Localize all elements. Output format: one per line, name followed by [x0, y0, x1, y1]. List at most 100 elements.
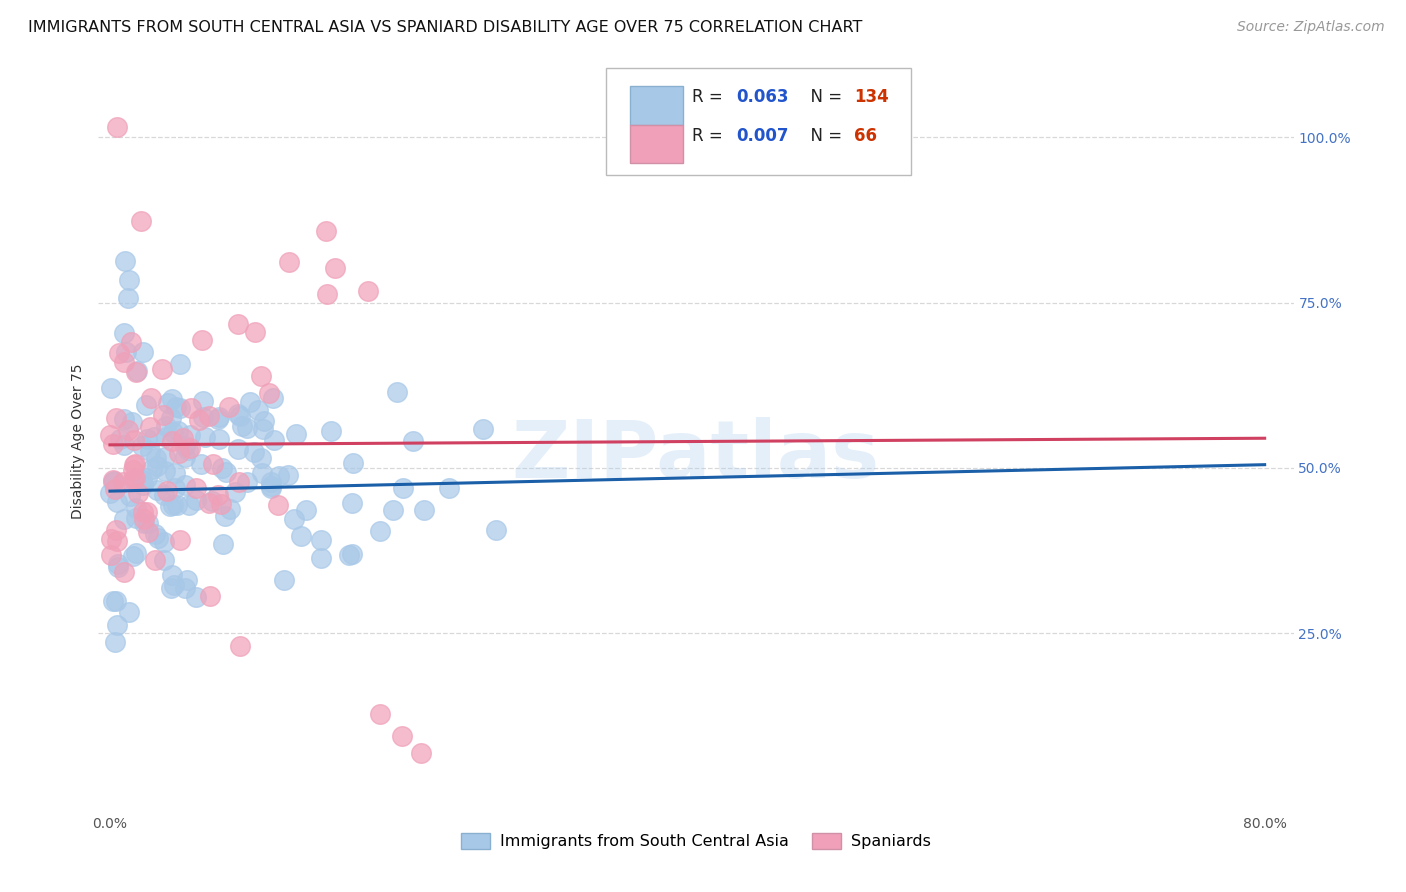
Point — [115, 345, 138, 359]
Point — [391, 729, 413, 743]
Point — [257, 385, 280, 400]
FancyBboxPatch shape — [630, 125, 683, 163]
Point — [125, 510, 148, 524]
Point — [153, 488, 176, 502]
Point — [253, 414, 276, 428]
Point — [177, 443, 200, 458]
Point — [103, 594, 125, 608]
Point — [120, 334, 142, 349]
Point — [139, 420, 162, 434]
Point — [105, 495, 128, 509]
Point — [160, 581, 183, 595]
Point — [267, 498, 290, 512]
Point — [269, 468, 291, 483]
Point — [187, 413, 209, 427]
Point — [191, 333, 214, 347]
Text: 66: 66 — [853, 127, 877, 145]
Point — [143, 526, 166, 541]
Point — [100, 532, 122, 546]
Point — [315, 224, 337, 238]
Point — [142, 430, 165, 444]
Point — [325, 261, 347, 276]
Point — [155, 430, 177, 444]
Point — [150, 361, 173, 376]
Point — [172, 431, 194, 445]
Point — [283, 512, 305, 526]
Point — [117, 423, 139, 437]
Point — [157, 396, 180, 410]
Point — [236, 475, 259, 490]
Y-axis label: Disability Age Over 75: Disability Age Over 75 — [72, 364, 86, 519]
Point — [215, 465, 238, 479]
Point — [112, 354, 135, 368]
Point — [316, 286, 339, 301]
Point — [263, 433, 285, 447]
Point — [173, 581, 195, 595]
Point — [101, 473, 124, 487]
Point — [193, 429, 215, 443]
Point — [197, 409, 219, 423]
Point — [249, 450, 271, 465]
Point — [104, 524, 127, 538]
Point — [108, 432, 131, 446]
Point — [173, 450, 195, 464]
Point — [226, 317, 249, 331]
Point — [179, 428, 201, 442]
Point — [228, 407, 250, 421]
Point — [472, 422, 495, 436]
Point — [125, 364, 148, 378]
Point — [184, 590, 207, 604]
Point — [176, 573, 198, 587]
Point — [357, 284, 380, 298]
Point — [104, 594, 127, 608]
Point — [131, 473, 153, 487]
Point — [112, 438, 135, 452]
Point — [201, 457, 224, 471]
Point — [159, 410, 181, 425]
Point — [105, 120, 128, 134]
Point — [136, 470, 159, 484]
Point — [285, 427, 308, 442]
Text: ZIPatlas: ZIPatlas — [512, 417, 880, 495]
Point — [295, 502, 318, 516]
Point — [138, 444, 160, 458]
Point — [250, 467, 273, 481]
Point — [191, 410, 214, 425]
Point — [319, 424, 342, 438]
Point — [235, 420, 257, 434]
Point — [112, 566, 135, 580]
Point — [138, 524, 160, 539]
Point — [163, 467, 186, 481]
Point — [129, 213, 152, 227]
Point — [122, 458, 145, 472]
Text: 134: 134 — [853, 88, 889, 106]
Point — [273, 573, 295, 587]
Point — [169, 401, 191, 416]
Point — [209, 497, 232, 511]
Text: N =: N = — [800, 88, 848, 106]
Point — [107, 560, 129, 574]
Point — [125, 546, 148, 560]
Point — [169, 357, 191, 371]
Point — [136, 505, 159, 519]
Point — [290, 529, 312, 543]
Text: R =: R = — [692, 127, 728, 145]
Point — [131, 344, 153, 359]
Point — [141, 391, 163, 405]
Point — [160, 434, 183, 449]
Point — [118, 273, 141, 287]
Point — [105, 534, 128, 549]
Point — [124, 365, 146, 379]
Point — [124, 457, 146, 471]
Point — [105, 618, 128, 632]
Point — [229, 409, 252, 424]
Text: N =: N = — [800, 127, 848, 145]
Point — [162, 392, 184, 406]
Point — [100, 381, 122, 395]
Point — [122, 472, 145, 486]
Point — [122, 463, 145, 477]
Point — [104, 482, 127, 496]
Point — [112, 412, 135, 426]
Point — [132, 505, 155, 519]
Point — [148, 531, 170, 545]
